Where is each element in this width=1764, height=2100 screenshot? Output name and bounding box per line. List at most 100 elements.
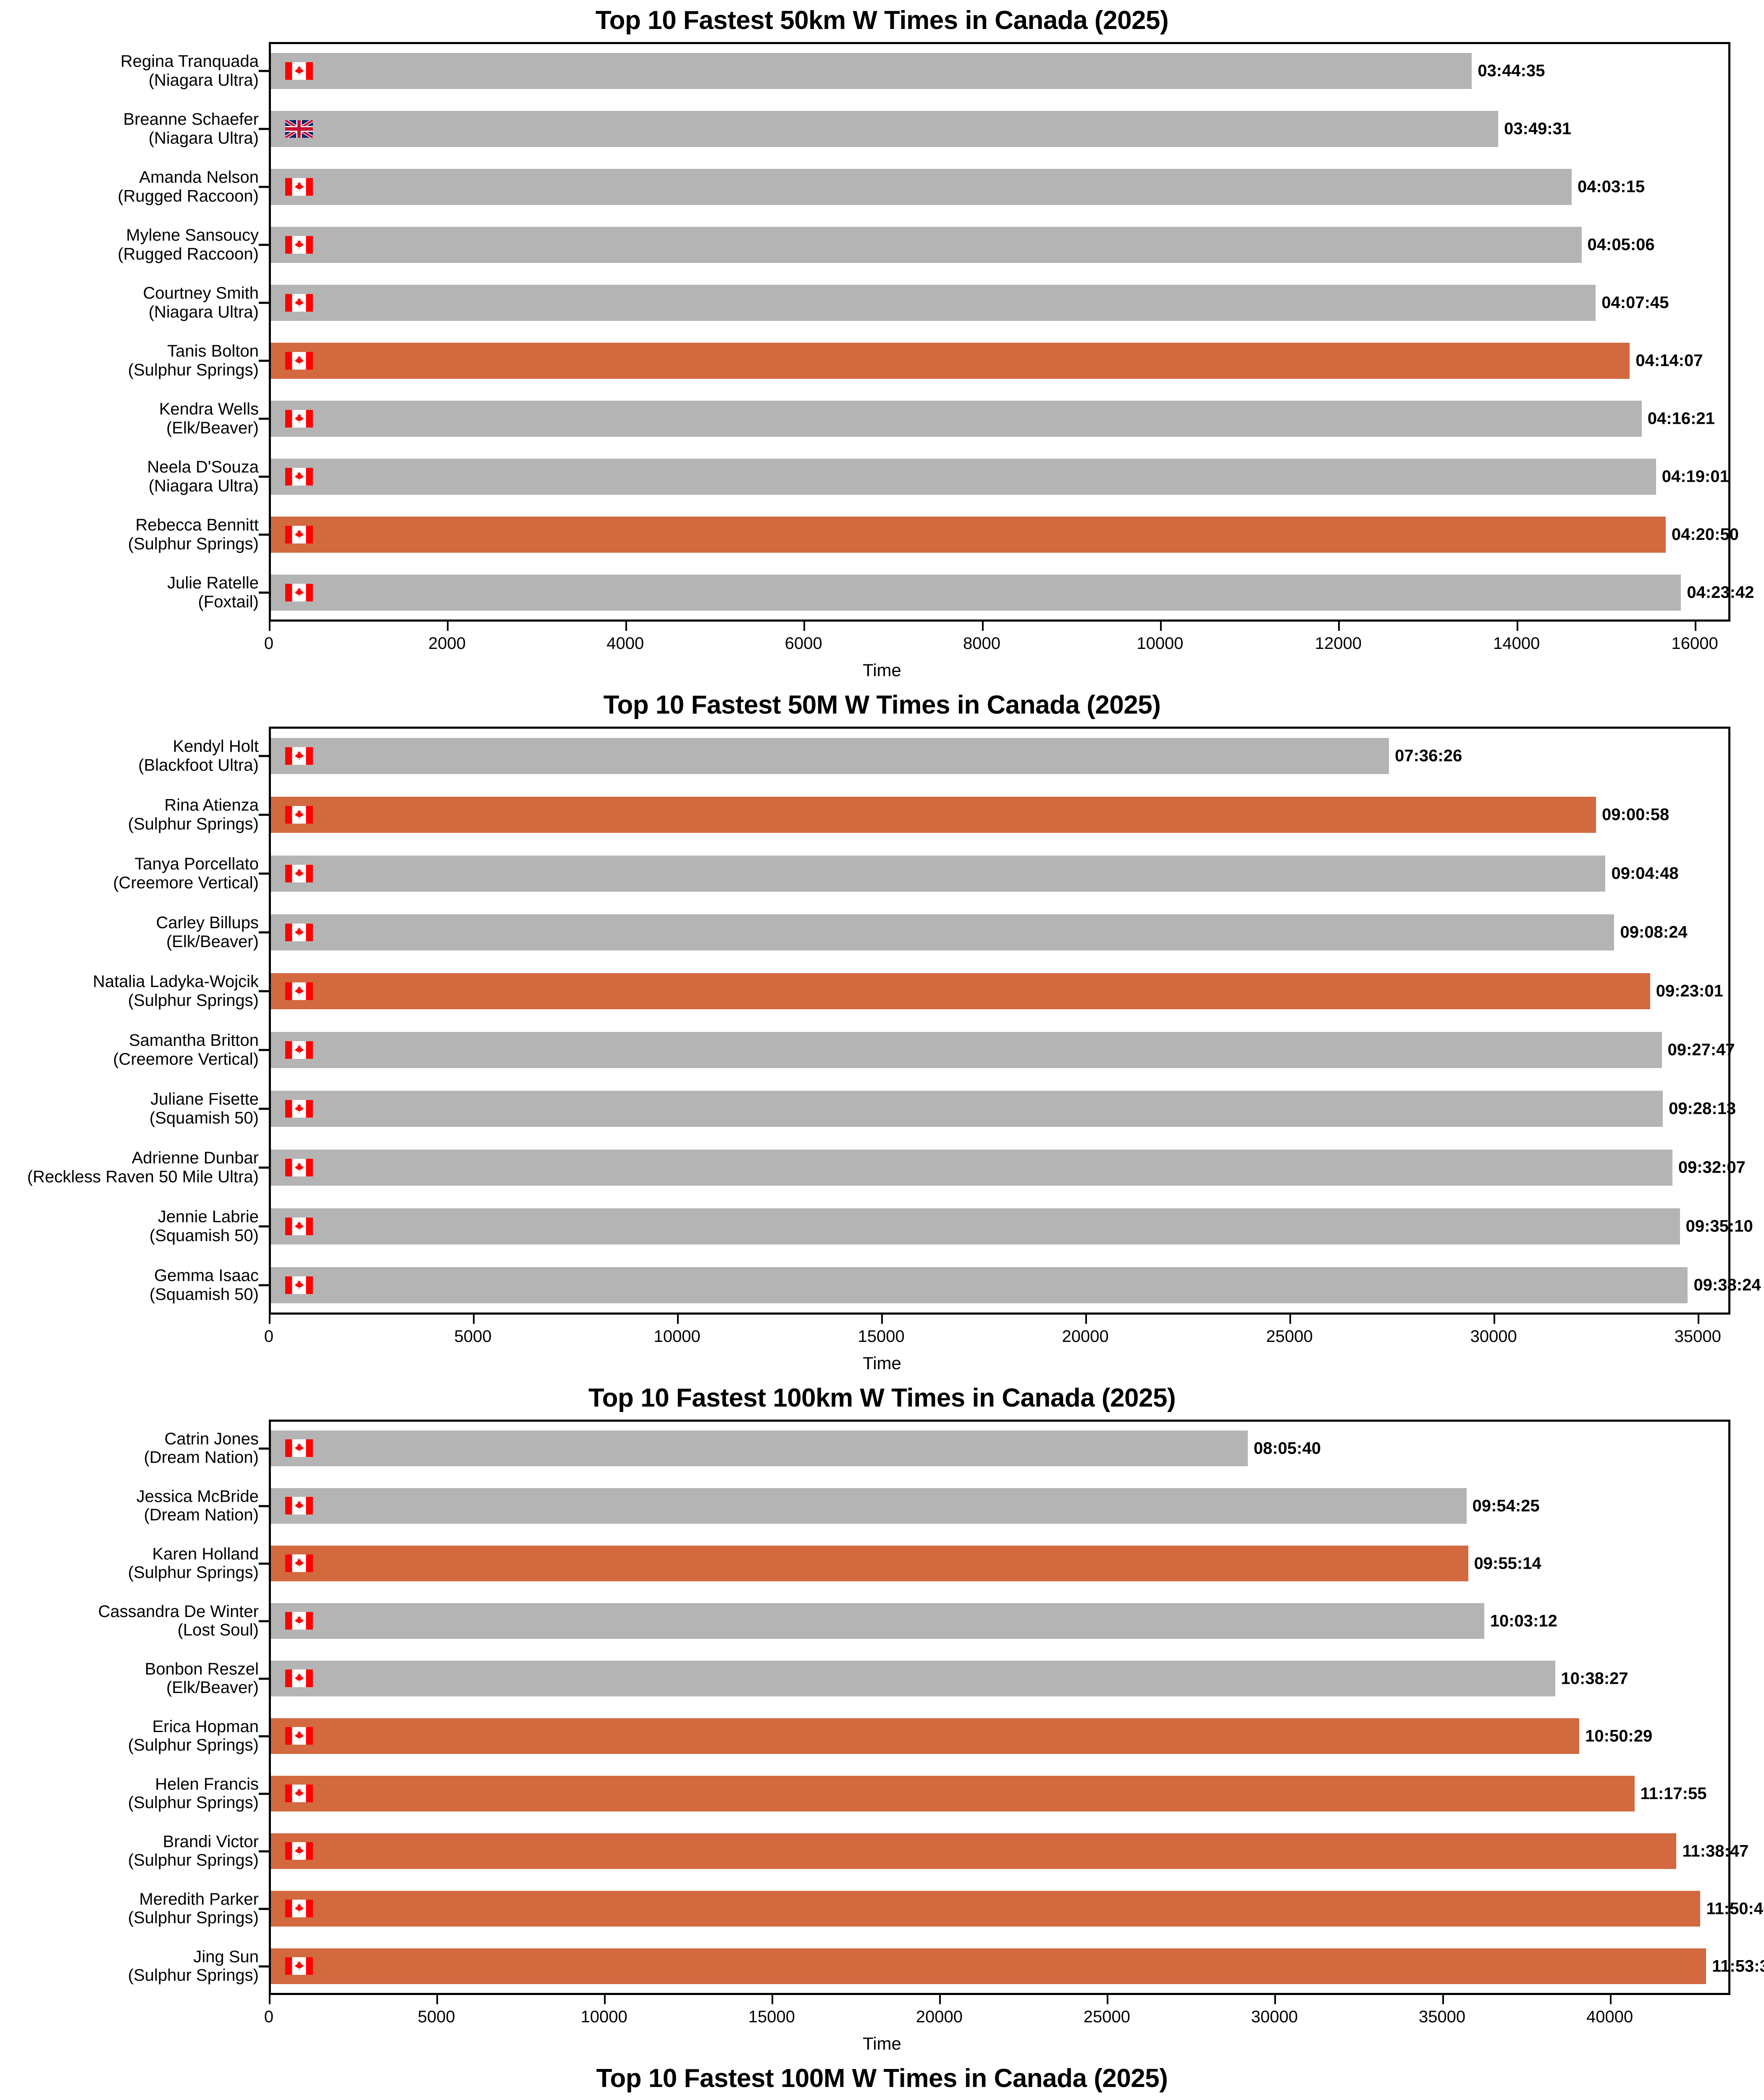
race-name: (Blackfoot Ultra) xyxy=(138,756,259,774)
race-name: (Sulphur Springs) xyxy=(128,1966,259,1985)
bar[interactable] xyxy=(271,738,1389,774)
bar[interactable] xyxy=(271,1776,1635,1811)
flag-ca-icon xyxy=(285,1497,313,1515)
x-tick-mark xyxy=(1160,622,1162,631)
x-tick-mark xyxy=(447,622,449,631)
x-tick-mark xyxy=(982,622,984,631)
race-name: (Sulphur Springs) xyxy=(128,1851,259,1870)
y-axis-label: Samantha Britton (Creemore Vertical) xyxy=(0,1031,270,1069)
bar-value-label: 10:38:27 xyxy=(1561,1669,1628,1688)
athlete-name: Mylene Sansoucy xyxy=(126,226,259,245)
athlete-name: Brandi Victor xyxy=(163,1832,259,1851)
y-tick-mark xyxy=(259,360,269,362)
x-tick-mark xyxy=(1274,1995,1276,2004)
y-tick-mark xyxy=(259,128,269,130)
y-tick-mark xyxy=(259,1447,269,1449)
race-name: (Foxtail) xyxy=(198,593,259,611)
bar[interactable] xyxy=(271,1149,1672,1186)
flag-ca-icon xyxy=(285,1670,313,1688)
x-tick-mark xyxy=(677,1315,679,1324)
bar[interactable] xyxy=(271,169,1572,205)
bar-value-label: 11:38:47 xyxy=(1682,1842,1749,1860)
bar[interactable] xyxy=(271,1032,1662,1068)
race-name: (Niagara Ultra) xyxy=(148,71,259,89)
y-axis-label: Gemma Isaac (Squamish 50) xyxy=(0,1266,270,1304)
bar[interactable] xyxy=(271,1546,1468,1581)
bar[interactable] xyxy=(271,227,1582,263)
athlete-name: Courtney Smith xyxy=(143,284,259,303)
bar[interactable] xyxy=(271,459,1656,495)
y-axis-label: Bonbon Reszel (Elk/Beaver) xyxy=(0,1660,270,1698)
bar[interactable] xyxy=(271,1948,1706,1984)
bar[interactable] xyxy=(271,1661,1555,1696)
y-axis-label: Adrienne Dunbar (Reckless Raven 50 Mile U… xyxy=(0,1149,270,1186)
bar[interactable] xyxy=(271,1267,1688,1304)
x-tick-mark xyxy=(1289,1315,1292,1324)
flag-ca-icon xyxy=(285,1276,313,1294)
bar[interactable] xyxy=(271,343,1630,379)
bar-value-label: 04:14:07 xyxy=(1635,351,1703,370)
flag-ca-icon xyxy=(285,1041,313,1059)
x-tick-label: 16000 xyxy=(1671,634,1718,653)
x-tick-label: 25000 xyxy=(1083,2008,1131,2026)
race-name: (Squamish 50) xyxy=(149,1285,259,1304)
athlete-name: Amanda Nelson xyxy=(139,168,259,187)
bar[interactable] xyxy=(271,401,1642,437)
athlete-name: Juliane Fisette xyxy=(150,1090,259,1109)
bar[interactable] xyxy=(271,575,1681,611)
y-tick-mark xyxy=(259,533,269,536)
bar[interactable] xyxy=(271,914,1614,951)
y-tick-mark xyxy=(259,1965,269,1967)
bar[interactable] xyxy=(271,796,1596,833)
bar[interactable] xyxy=(271,53,1472,89)
bar-value-label: 09:04:48 xyxy=(1611,864,1679,883)
athlete-name: Cassandra De Winter xyxy=(98,1602,259,1621)
race-name: (Reckless Raven 50 Mile Ultra) xyxy=(27,1168,259,1186)
athlete-name: Adrienne Dunbar xyxy=(131,1149,259,1168)
flag-ca-icon xyxy=(285,1217,313,1235)
chart-panel-3: Top 10 Fastest 100km W Times in Canada (… xyxy=(0,1378,1764,2058)
bar[interactable] xyxy=(271,111,1499,147)
flag-ca-icon xyxy=(285,864,313,882)
bar[interactable] xyxy=(271,855,1606,892)
y-tick-mark xyxy=(259,755,269,757)
bar-value-label: 09:38:24 xyxy=(1693,1276,1761,1294)
bar[interactable] xyxy=(271,1603,1484,1639)
chart-title: Top 10 Fastest 100M W Times in Canada (2… xyxy=(596,2064,1168,2093)
athlete-name: Catrin Jones xyxy=(164,1429,259,1448)
y-axis-label: Amanda Nelson (Rugged Raccoon) xyxy=(0,168,270,206)
race-name: (Sulphur Springs) xyxy=(128,361,259,379)
bar[interactable] xyxy=(271,1718,1580,1754)
race-name: (Elk/Beaver) xyxy=(166,932,259,951)
bar[interactable] xyxy=(271,973,1650,1010)
y-axis-label: Courtney Smith (Niagara Ultra) xyxy=(0,284,270,322)
x-tick-label: 20000 xyxy=(916,2008,963,2026)
x-tick-mark xyxy=(1494,1315,1496,1324)
x-tick-label: 2000 xyxy=(428,634,466,653)
athlete-name: Samantha Britton xyxy=(129,1031,259,1050)
bar-value-label: 09:28:13 xyxy=(1669,1099,1736,1118)
bar[interactable] xyxy=(271,285,1596,321)
bar[interactable] xyxy=(271,517,1666,553)
bar-value-label: 10:50:29 xyxy=(1585,1727,1653,1745)
bar[interactable] xyxy=(271,1891,1701,1927)
athlete-name: Regina Tranquada xyxy=(120,52,259,71)
y-axis-label: Tanis Bolton (Sulphur Springs) xyxy=(0,342,270,380)
flag-ca-icon xyxy=(285,62,313,80)
x-tick-label: 20000 xyxy=(1062,1327,1109,1346)
chart-panel-1: Top 10 Fastest 50km W Times in Canada (2… xyxy=(0,0,1764,685)
bar-value-label: 08:05:40 xyxy=(1253,1439,1321,1457)
x-tick-label: 35000 xyxy=(1674,1327,1721,1346)
bar-value-label: 09:35:10 xyxy=(1685,1217,1753,1236)
bar[interactable] xyxy=(271,1208,1680,1245)
athlete-name: Kendyl Holt xyxy=(173,737,259,756)
bar-value-label: 04:03:15 xyxy=(1577,177,1645,196)
flag-ca-icon xyxy=(285,1158,313,1176)
bar[interactable] xyxy=(271,1431,1248,1466)
x-tick-label: 10000 xyxy=(580,2008,627,2026)
bar[interactable] xyxy=(271,1090,1663,1127)
bar[interactable] xyxy=(271,1833,1677,1869)
bar[interactable] xyxy=(271,1488,1467,1524)
athlete-name: Neela D'Souza xyxy=(147,458,259,477)
y-tick-mark xyxy=(259,990,269,992)
